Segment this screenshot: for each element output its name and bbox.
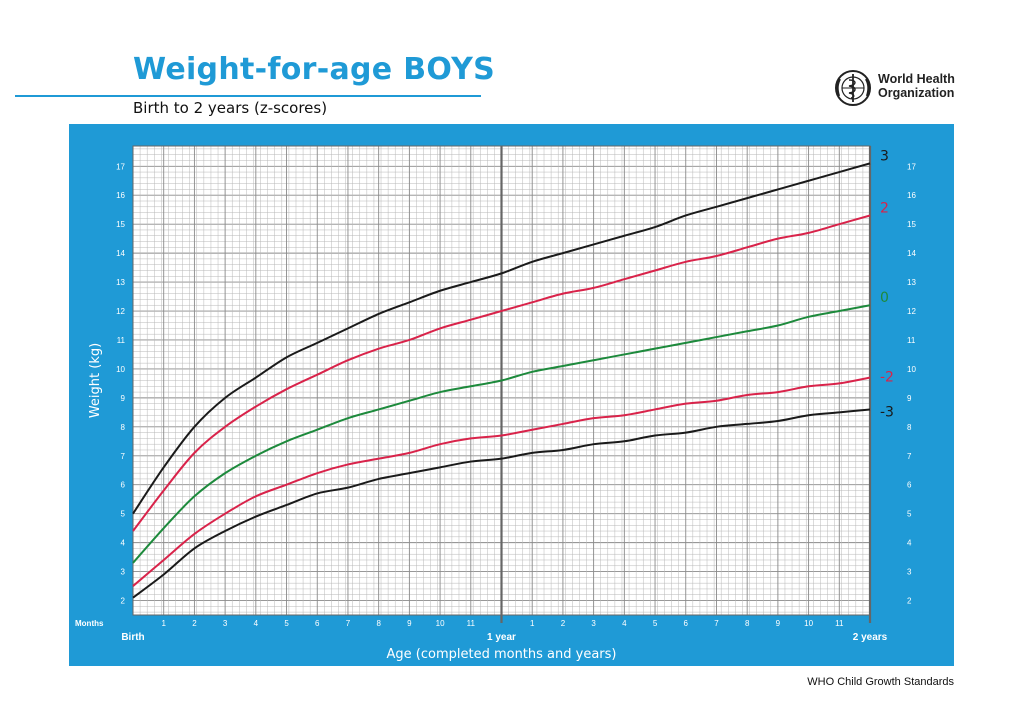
x-tick-label-month: 3 [223,619,228,628]
y-tick-label-right: 15 [907,220,916,229]
x-major-label: 2 years [853,632,888,643]
plot-border [132,145,871,616]
y-tick-label-left: 8 [121,423,126,432]
chart-curves [132,162,871,599]
y-tick-label-left: 4 [121,539,126,548]
y-tick-label-right: 14 [907,249,916,258]
x-tick-label-month: 5 [653,619,658,628]
y-tick-label-right: 6 [907,481,912,490]
x-tick-label-month: 4 [254,619,259,628]
x-tick-label-month: 10 [804,619,813,628]
y-tick-label-right: 11 [907,336,916,345]
x-tick-label-month: 7 [346,619,351,628]
x-tick-label-month: 2 [192,619,197,628]
y-tick-label-right: 17 [907,162,916,171]
x-tick-label-month: 1 [530,619,535,628]
x-tick-label-month: 2 [561,619,566,628]
series-labels: 3 2 0 -2 -3 [880,148,894,420]
y-tick-label-left: 5 [121,510,126,519]
y-tick-label-left: 6 [121,481,126,490]
y-tick-label-left: 10 [116,365,125,374]
x-major-label: 1 year [487,632,516,643]
x-tick-label-month: 10 [436,619,445,628]
curve-sd--3 [132,408,871,599]
x-tick-label-month: 7 [714,619,719,628]
y-tick-label-right: 13 [907,278,916,287]
x-tick-label-month: 9 [407,619,412,628]
y-tick-label-right: 9 [907,394,912,403]
x-tick-label-month: 6 [315,619,320,628]
y-tick-label-left: 15 [116,220,125,229]
x-tick-label-month: 11 [835,619,844,628]
chart-panel: 2 3 4 5 6 7 8 9 10 11 12 13 14 15 16 17 2 3 4 5 6 7 8 9 10 11 12 1… [69,124,954,666]
y-tick-label-right: 4 [907,539,912,548]
x-tick-label-month: 5 [284,619,289,628]
y-axis-right: 2 3 4 5 6 7 8 9 10 11 12 13 14 15 16 17 [907,162,916,605]
page-subtitle: Birth to 2 years (z-scores) [133,99,328,117]
y-tick-label-left: 7 [121,452,126,461]
y-tick-label-right: 8 [907,423,912,432]
y-tick-label-left: 12 [116,307,125,316]
x-tick-label-month: 8 [745,619,750,628]
y-tick-label-left: 16 [116,191,125,200]
y-tick-label-left: 2 [121,597,126,606]
x-tick-label-month: 11 [467,619,476,628]
y-tick-label-right: 16 [907,191,916,200]
x-axis-label: Age (completed months and years) [387,647,617,662]
curve-sd-0 [132,304,871,564]
y-axis-label: Weight (kg) [88,343,103,418]
y-tick-label-left: 3 [121,568,126,577]
series-label--3: -3 [880,404,894,420]
series-label-0: 0 [880,290,889,306]
series-label-3: 3 [880,148,889,164]
y-tick-label-left: 13 [116,278,125,287]
x-major-label: Birth [121,632,144,643]
y-tick-label-right: 3 [907,568,912,577]
curve-sd--2 [132,376,871,587]
footer-credit: WHO Child Growth Standards [807,676,954,688]
x-tick-label-month: 6 [684,619,689,628]
series-label-2: 2 [880,200,889,216]
x-tick-label-month: 9 [776,619,781,628]
who-emblem-icon [835,70,871,106]
y-tick-label-left: 11 [117,336,126,345]
page-title: Weight-for-age BOYS [133,52,496,87]
series-label--2: -2 [880,370,894,386]
y-tick-label-right: 5 [907,510,912,519]
y-axis-left: 2 3 4 5 6 7 8 9 10 11 12 13 14 15 16 17 [116,162,125,605]
y-tick-label-right: 7 [907,452,912,461]
logo-line-2: Organization [878,86,955,100]
curve-sd-2 [132,214,871,532]
y-tick-label-left: 9 [121,394,126,403]
y-tick-label-left: 14 [116,249,125,258]
months-label: Months [75,619,104,628]
y-tick-label-left: 17 [116,162,125,171]
x-tick-label-month: 3 [591,619,596,628]
who-logo: World Health Organization [833,68,958,108]
chart-grid [132,145,872,623]
x-tick-label-month: 1 [161,619,166,628]
x-tick-label-month: 4 [622,619,627,628]
y-tick-label-right: 12 [907,307,916,316]
y-tick-label-right: 10 [907,365,916,374]
curve-sd-3 [132,162,871,515]
y-tick-label-right: 2 [907,597,912,606]
logo-line-1: World Health [878,72,955,86]
title-divider [15,95,481,97]
x-tick-label-month: 8 [376,619,381,628]
